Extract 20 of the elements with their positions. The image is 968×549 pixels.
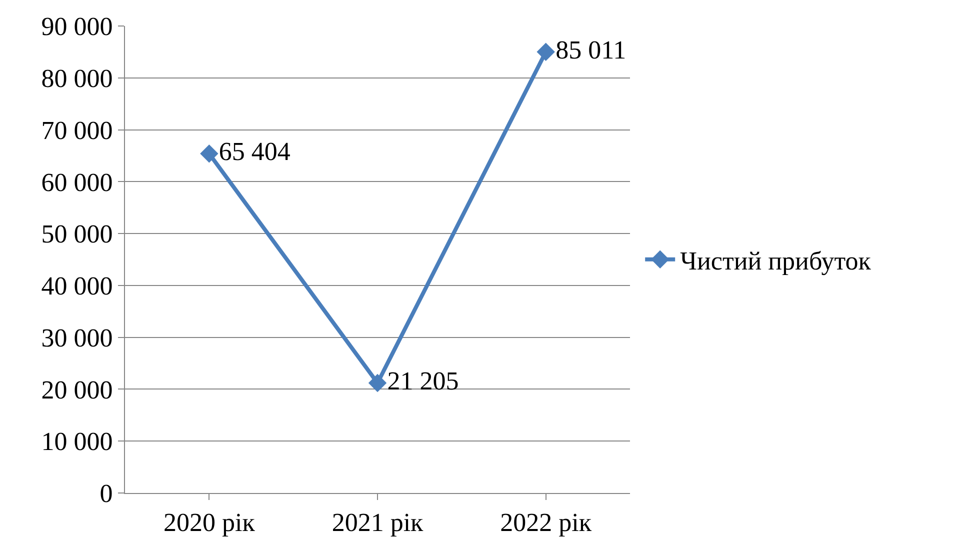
y-tick-label: 70 000 — [41, 116, 113, 145]
y-tick-label: 40 000 — [41, 272, 113, 301]
x-tick-label: 2020 рік — [163, 508, 256, 538]
y-tick-label: 50 000 — [41, 220, 113, 249]
y-tick-label: 80 000 — [41, 64, 113, 93]
y-tick-label: 90 000 — [41, 12, 113, 42]
point — [536, 42, 555, 61]
y-tick-label: 0 — [100, 479, 113, 508]
y-tick-label: 10 000 — [41, 427, 113, 456]
y-tick-label: 30 000 — [41, 323, 113, 352]
y-tick-label: 60 000 — [41, 168, 113, 197]
point — [368, 374, 387, 392]
data-label: 65 404 — [218, 137, 290, 166]
legend-label: Чистий прибуток — [680, 246, 872, 276]
y-tick-label: 20 000 — [41, 375, 113, 404]
point — [200, 144, 218, 163]
x-tick-label: 2021 рік — [332, 508, 424, 538]
data-label: 21 205 — [387, 366, 459, 396]
x-tick-label: 2022 рік — [500, 508, 592, 538]
data-label: 85 011 — [556, 35, 626, 64]
